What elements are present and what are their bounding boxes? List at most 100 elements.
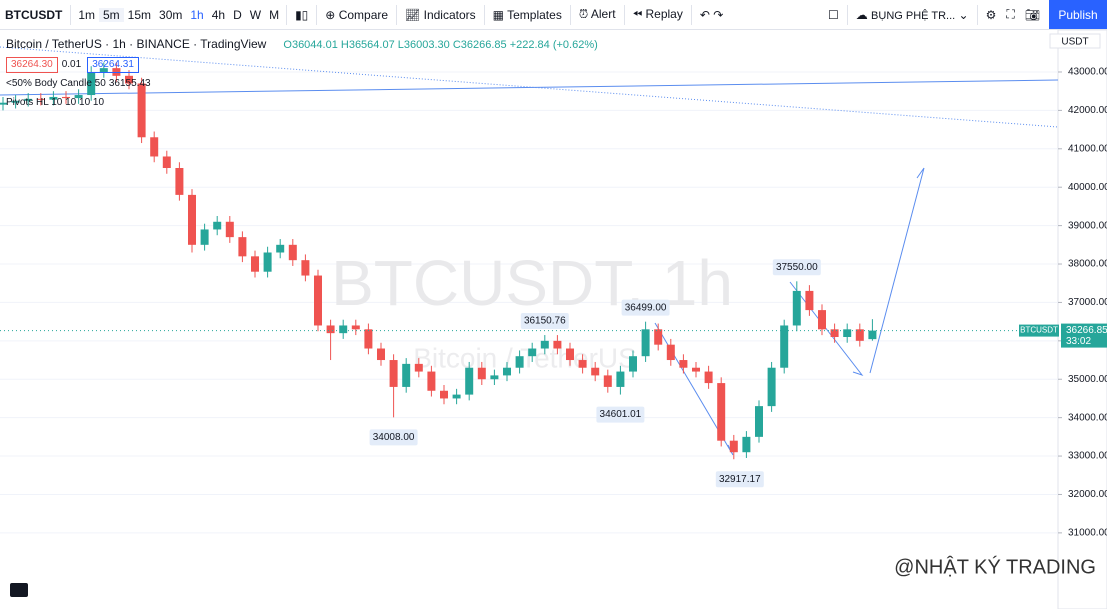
- chart-type-icon[interactable]: ▮▯: [295, 7, 309, 22]
- snapshot[interactable]: 📷︎: [1024, 7, 1040, 22]
- annotation-label: 34601.01: [600, 409, 642, 420]
- candle-body: [251, 256, 259, 272]
- layout-toggle[interactable]: ☐: [827, 7, 839, 22]
- candle-body: [616, 371, 625, 387]
- candle-body: [74, 95, 83, 99]
- y-tick-label: 40000.00: [1068, 182, 1107, 193]
- annotation-box: [596, 406, 645, 423]
- ask[interactable]: 36264.31: [87, 57, 139, 73]
- candle-body: [855, 329, 864, 341]
- symbol[interactable]: BTCUSDT: [5, 7, 63, 22]
- legend-row: Pivots HL 10 10 10 10: [6, 93, 598, 112]
- replay[interactable]: ⏪︎ Replay: [632, 7, 683, 21]
- candle-body: [288, 244, 297, 261]
- candle-body: [49, 96, 58, 100]
- interval[interactable]: D: [233, 7, 242, 22]
- indicators-label: Indicators: [423, 7, 476, 22]
- annotation-box: [715, 471, 764, 488]
- candle-body: [11, 100, 20, 103]
- candle-body: [528, 348, 537, 357]
- trend-line: [0, 79, 1059, 96]
- bid[interactable]: 36264.30: [6, 57, 58, 73]
- candle-body: [540, 340, 549, 349]
- publish[interactable]: Publish: [1049, 0, 1107, 29]
- candle-body: [515, 356, 524, 368]
- currency-box: [1049, 33, 1101, 49]
- templates-label: Templates: [507, 7, 562, 22]
- candle-body: [87, 71, 96, 96]
- candle-body: [162, 156, 171, 169]
- interval[interactable]: 4h: [211, 7, 226, 22]
- candle-body: [553, 340, 562, 349]
- candle-body: [440, 390, 448, 399]
- interval[interactable]: 5m: [99, 7, 124, 22]
- candle-body: [263, 252, 272, 272]
- indicator-name: <50% Body Candle 50: [6, 78, 106, 89]
- annotation-label: 36150.76: [524, 316, 566, 327]
- annotation-label: 37550.00: [776, 262, 818, 273]
- interval[interactable]: 30m: [159, 7, 183, 22]
- layout-name-label: BỤNG PHỆ TR...: [871, 9, 956, 22]
- fullscreen[interactable]: ⛶: [1006, 7, 1015, 21]
- interval[interactable]: 1h: [190, 7, 204, 22]
- compare[interactable]: ⊕ Compare: [325, 7, 389, 22]
- candle-body: [792, 290, 801, 326]
- candle-body: [377, 348, 385, 361]
- y-tick-label: 42000.00: [1068, 105, 1107, 116]
- candle-body: [175, 168, 184, 195]
- y-tick-label: 33000.00: [1068, 451, 1107, 462]
- candle-body: [868, 330, 877, 340]
- y-tick-label: 43000.00: [1068, 67, 1107, 78]
- tv-logo: [10, 583, 28, 597]
- spread: 0.01: [61, 59, 82, 70]
- candle-body: [704, 371, 713, 384]
- undo[interactable]: ↶ ↷: [699, 7, 724, 22]
- candle-body: [805, 290, 814, 311]
- alert[interactable]: ⏰︎ Alert: [578, 7, 616, 21]
- indicator-value: 36155.43: [108, 78, 151, 89]
- y-tick-label: 39000.00: [1068, 220, 1107, 231]
- candle-body: [137, 83, 146, 138]
- candle-body: [99, 68, 108, 72]
- watermark-symbol: BTCUSDT, 1h: [331, 247, 733, 319]
- y-tick-label: 37000.00: [1068, 297, 1107, 308]
- candle-body: [641, 329, 650, 357]
- arrow: [789, 281, 864, 376]
- templates[interactable]: ▦ Templates: [492, 7, 562, 22]
- indicators[interactable]: 📈︎ Indicators: [405, 7, 476, 22]
- annotation-label: 32917.17: [719, 474, 761, 485]
- settings[interactable]: ⚙: [985, 7, 997, 22]
- candle-body: [389, 360, 398, 387]
- annotation-box: [369, 429, 418, 446]
- candle-body: [578, 360, 587, 368]
- candle-body: [0, 102, 7, 105]
- candle-body: [755, 406, 763, 437]
- layout-name[interactable]: ☁ BỤNG PHỆ TR... ⌄: [855, 7, 969, 22]
- candle-body: [414, 363, 423, 372]
- last-price-box: [1061, 323, 1107, 348]
- annotation-box: [520, 313, 569, 330]
- y-tick-label: 31000.00: [1068, 528, 1107, 539]
- candle-body: [654, 329, 663, 345]
- annotation-box: [621, 299, 670, 316]
- interval[interactable]: 15m: [127, 7, 152, 22]
- candle-body: [767, 367, 776, 407]
- candle-body: [213, 221, 222, 230]
- intervals: 1m 5m 15m 30m 1h 4h D W M: [74, 7, 283, 22]
- footer-watermark: @NHẬT KÝ TRADING: [894, 555, 1096, 578]
- interval[interactable]: W: [249, 7, 262, 22]
- last-price-symbol: BTCUSDT: [1020, 326, 1058, 335]
- interval[interactable]: 1m: [78, 7, 95, 22]
- candle-body: [301, 260, 310, 276]
- candle-body: [679, 360, 688, 368]
- candle-body: [629, 356, 637, 372]
- candle-body: [843, 329, 852, 337]
- y-tick-label: 34000.00: [1068, 412, 1107, 423]
- legend: Bitcoin / TetherUS · 1h · BINANCE · Trad…: [6, 35, 598, 112]
- toolbar: BTCUSDT 1m 5m 15m 30m 1h 4h D W M ▮▯ ⊕ Compare 📈…: [0, 0, 1107, 30]
- candle-body: [742, 436, 751, 453]
- interval[interactable]: M: [269, 7, 280, 22]
- candle-body: [490, 375, 499, 380]
- candle-body: [339, 325, 348, 334]
- candle-body: [188, 194, 196, 245]
